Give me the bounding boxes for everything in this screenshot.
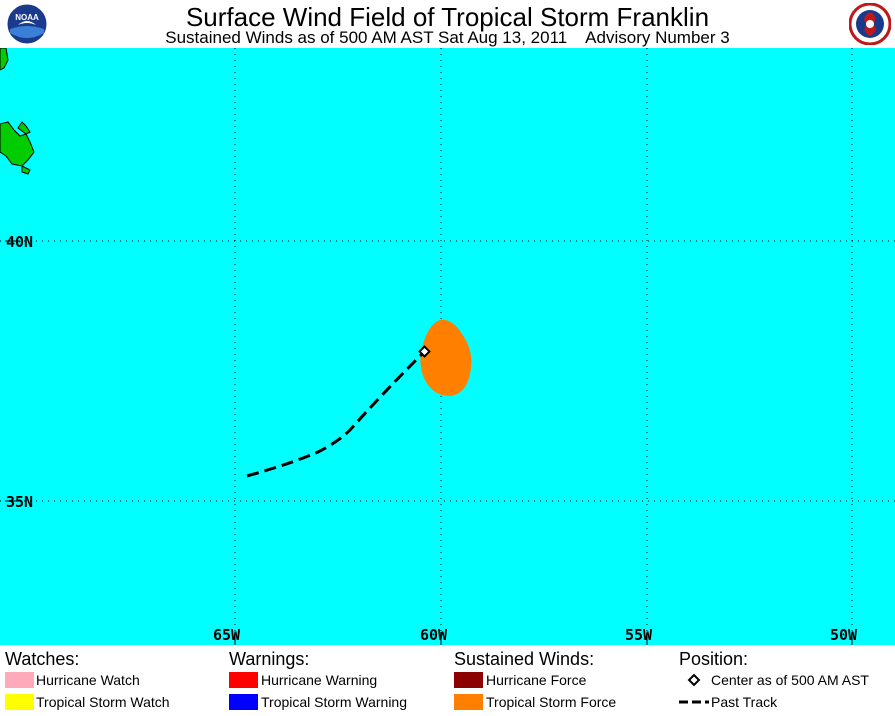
hurricane-force-swatch xyxy=(454,672,483,688)
nws-logo xyxy=(848,2,892,50)
hurricane-warning-label: Hurricane Warning xyxy=(261,672,378,688)
land-cape-cod xyxy=(0,121,35,167)
tropical-storm-watch-label: Tropical Storm Watch xyxy=(36,694,170,710)
tropical-storm-warning-label: Tropical Storm Warning xyxy=(261,694,408,710)
land-cape-cod-hook xyxy=(17,121,31,135)
hurricane-force-label: Hurricane Force xyxy=(486,672,587,688)
noaa-logo-text: NOAA xyxy=(15,13,39,22)
legend-warnings-heading: Warnings: xyxy=(229,649,310,669)
lon-label-50w: 50W xyxy=(830,626,858,644)
center-label: Center as of 500 AM AST xyxy=(711,672,869,688)
tropical-storm-watch-swatch xyxy=(5,694,34,710)
lat-label-35n: 35N xyxy=(6,493,34,511)
lon-label-65w: 65W xyxy=(213,626,241,644)
legend-winds-heading: Sustained Winds: xyxy=(454,649,595,669)
hurricane-watch-swatch xyxy=(5,672,34,688)
past-track-icon xyxy=(679,700,709,704)
hurricane-warning-swatch xyxy=(229,672,258,688)
legend: Watches: Hurricane Watch Tropical Storm … xyxy=(0,646,895,716)
past-track-label: Past Track xyxy=(711,694,778,710)
storm-center-marker xyxy=(418,345,431,358)
noaa-logo: NOAA xyxy=(6,3,48,50)
center-diamond-icon xyxy=(687,673,701,687)
tropical-storm-warning-swatch xyxy=(229,694,258,710)
lat-label-40n: 40N xyxy=(6,233,34,251)
wind-field-tropical-storm-force xyxy=(420,319,472,396)
tropical-storm-force-label: Tropical Storm Force xyxy=(486,694,617,710)
legend-watches-heading: Watches: xyxy=(5,649,80,669)
lon-label-60w: 60W xyxy=(420,626,448,644)
header: NOAA Surface Wind Field of Tropical Stor… xyxy=(0,0,895,48)
land-island xyxy=(21,165,31,175)
past-track xyxy=(246,350,426,478)
hurricane-watch-label: Hurricane Watch xyxy=(36,672,140,688)
land-coast-top xyxy=(0,48,9,71)
map xyxy=(0,48,895,645)
lon-label-55w: 55W xyxy=(625,626,653,644)
legend-position-heading: Position: xyxy=(679,649,749,669)
grid-ticks xyxy=(5,240,853,645)
page-subtitle: Sustained Winds as of 500 AM AST Sat Aug… xyxy=(165,28,730,47)
tropical-storm-force-swatch xyxy=(454,694,483,710)
page-title: Surface Wind Field of Tropical Storm Fra… xyxy=(185,2,710,32)
